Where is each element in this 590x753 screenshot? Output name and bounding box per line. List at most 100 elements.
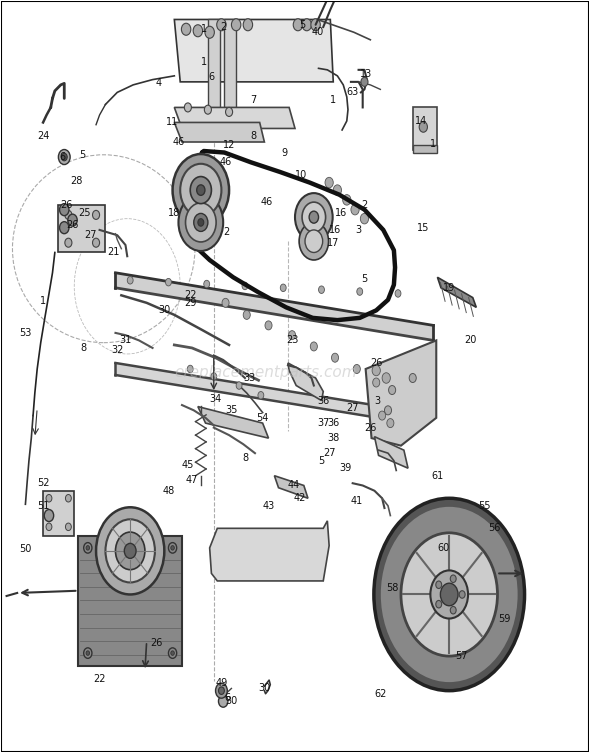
- Polygon shape: [78, 536, 182, 666]
- Circle shape: [357, 288, 363, 295]
- Circle shape: [361, 78, 368, 87]
- Text: 12: 12: [223, 140, 235, 150]
- Circle shape: [204, 280, 209, 288]
- Circle shape: [450, 575, 456, 583]
- Circle shape: [58, 150, 70, 165]
- Text: 8: 8: [242, 453, 248, 462]
- Circle shape: [265, 321, 272, 330]
- Text: 52: 52: [37, 478, 50, 488]
- Text: 3: 3: [374, 395, 381, 406]
- Text: 50: 50: [19, 544, 32, 554]
- Circle shape: [106, 520, 155, 582]
- Circle shape: [171, 651, 174, 655]
- Circle shape: [46, 495, 52, 502]
- Text: 1: 1: [201, 57, 207, 67]
- Text: 26: 26: [66, 220, 78, 230]
- Text: 38: 38: [327, 433, 339, 443]
- Text: 29: 29: [184, 298, 196, 308]
- Circle shape: [302, 19, 312, 31]
- Circle shape: [436, 581, 442, 589]
- Text: 24: 24: [37, 131, 49, 141]
- Circle shape: [171, 546, 174, 550]
- Circle shape: [198, 218, 204, 226]
- Circle shape: [436, 600, 442, 608]
- Polygon shape: [413, 108, 437, 150]
- Polygon shape: [209, 521, 329, 581]
- Text: 1: 1: [201, 24, 207, 34]
- Circle shape: [302, 202, 326, 232]
- Circle shape: [65, 210, 72, 219]
- Text: 58: 58: [386, 584, 398, 593]
- Circle shape: [309, 211, 319, 223]
- Text: 36: 36: [327, 418, 339, 428]
- Text: 22: 22: [184, 291, 196, 300]
- Text: 8: 8: [80, 343, 86, 353]
- Circle shape: [127, 276, 133, 284]
- Text: 46: 46: [261, 197, 273, 207]
- Circle shape: [65, 238, 72, 247]
- Polygon shape: [375, 437, 408, 468]
- Text: 6: 6: [224, 694, 230, 703]
- Circle shape: [430, 571, 468, 618]
- Circle shape: [459, 590, 465, 598]
- Text: 44: 44: [288, 480, 300, 490]
- Text: 30: 30: [258, 684, 271, 694]
- Circle shape: [116, 532, 145, 570]
- Polygon shape: [174, 123, 264, 142]
- Circle shape: [231, 19, 241, 31]
- Circle shape: [86, 546, 90, 550]
- Text: 26: 26: [60, 200, 73, 210]
- Circle shape: [46, 523, 52, 531]
- Circle shape: [217, 19, 226, 31]
- Text: 16: 16: [329, 225, 341, 235]
- Text: 36: 36: [317, 395, 329, 406]
- Circle shape: [258, 392, 264, 399]
- Circle shape: [187, 365, 193, 373]
- Text: 47: 47: [186, 475, 198, 485]
- Text: 14: 14: [415, 116, 428, 126]
- Text: 33: 33: [243, 373, 255, 383]
- Circle shape: [196, 184, 205, 195]
- Circle shape: [242, 282, 248, 290]
- Circle shape: [360, 213, 369, 224]
- Polygon shape: [58, 205, 106, 252]
- Text: 11: 11: [166, 117, 179, 127]
- Text: 25: 25: [78, 208, 90, 218]
- Text: 27: 27: [84, 230, 96, 240]
- Text: 2: 2: [220, 22, 227, 32]
- Text: 18: 18: [168, 208, 181, 218]
- Text: 19: 19: [443, 283, 455, 293]
- Circle shape: [379, 411, 386, 420]
- Circle shape: [387, 419, 394, 428]
- Text: ereplacementparts.com: ereplacementparts.com: [174, 365, 357, 380]
- Text: 60: 60: [437, 543, 450, 553]
- Circle shape: [84, 543, 92, 553]
- Circle shape: [215, 683, 227, 698]
- Text: 6: 6: [208, 72, 215, 82]
- Circle shape: [61, 154, 67, 161]
- Text: 21: 21: [107, 248, 120, 258]
- Text: 56: 56: [488, 523, 500, 533]
- Circle shape: [204, 105, 211, 114]
- Text: 1: 1: [330, 95, 336, 105]
- Circle shape: [166, 279, 171, 286]
- Circle shape: [44, 510, 54, 522]
- Circle shape: [319, 286, 324, 294]
- Polygon shape: [366, 340, 436, 446]
- Text: 35: 35: [225, 405, 238, 416]
- Circle shape: [382, 373, 391, 383]
- Circle shape: [243, 19, 253, 31]
- Circle shape: [60, 221, 69, 233]
- Circle shape: [353, 364, 360, 373]
- Text: 26: 26: [150, 639, 163, 648]
- Text: 45: 45: [182, 460, 194, 470]
- Text: 22: 22: [93, 674, 106, 684]
- Circle shape: [169, 648, 176, 658]
- Text: 57: 57: [455, 651, 467, 661]
- Polygon shape: [174, 20, 333, 82]
- Text: 5: 5: [79, 150, 85, 160]
- Text: 13: 13: [359, 69, 372, 79]
- Polygon shape: [116, 363, 392, 420]
- Circle shape: [332, 353, 339, 362]
- Text: 3: 3: [356, 225, 362, 235]
